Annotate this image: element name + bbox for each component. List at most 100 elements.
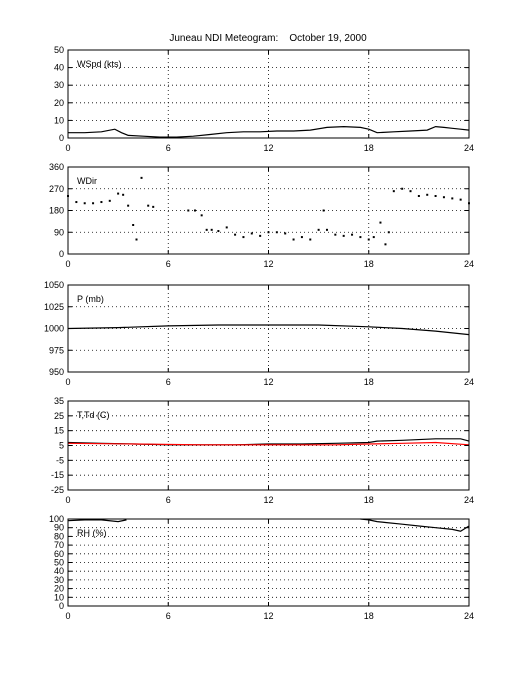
y-tick-label: 1000 (44, 324, 64, 334)
data-point (250, 232, 253, 235)
data-point (100, 201, 103, 204)
y-tick-label: 50 (54, 45, 64, 55)
x-tick-label: 12 (263, 143, 273, 153)
x-tick-label: 24 (464, 259, 474, 269)
data-point (292, 238, 295, 241)
y-tick-label: 35 (54, 396, 64, 406)
y-tick-label: 90 (54, 523, 64, 533)
data-point (417, 195, 420, 197)
x-tick-label: 18 (364, 495, 374, 505)
series-line-1 (68, 125, 470, 138)
data-point (309, 238, 312, 241)
x-tick-label: 0 (65, 377, 70, 387)
data-point (267, 231, 270, 234)
x-tick-label: 0 (65, 143, 70, 153)
x-tick-label: 18 (364, 377, 374, 387)
data-point (140, 176, 143, 179)
data-point (193, 209, 196, 212)
series-line-2 (360, 518, 470, 532)
data-point (259, 234, 262, 237)
y-tick-label: 0 (59, 249, 64, 259)
y-tick-label: 180 (49, 206, 64, 216)
y-tick-label: 0 (59, 601, 64, 611)
panel-3: 0 6 12 18 24 950 975 1000 1025 1050 P (mb) (44, 280, 474, 387)
data-point (284, 232, 287, 235)
y-tick-label: 270 (49, 184, 64, 194)
data-point (242, 236, 245, 239)
panel-label: WDir (77, 176, 97, 186)
panel-label: RH (%) (77, 528, 107, 538)
data-point (275, 231, 278, 234)
data-point (234, 233, 237, 236)
x-tick-label: 12 (263, 259, 273, 269)
x-tick-label: 6 (166, 143, 171, 153)
data-point (392, 190, 395, 193)
x-tick-label: 18 (364, 143, 374, 153)
data-point (217, 230, 220, 233)
series-line-2 (67, 441, 470, 446)
y-tick-label: 30 (54, 80, 64, 90)
data-point (83, 202, 86, 205)
x-tick-label: 24 (464, 611, 474, 621)
x-tick-label: 12 (263, 495, 273, 505)
data-point (127, 204, 130, 207)
y-tick-label: 5 (59, 441, 64, 451)
data-point (387, 231, 390, 234)
y-tick-label: 0 (59, 133, 64, 143)
data-point (75, 201, 78, 204)
y-tick-label: 1025 (44, 302, 64, 312)
x-tick-label: 0 (65, 611, 70, 621)
y-tick-label: 30 (54, 575, 64, 585)
panel-label: WSpd (kts) (77, 59, 122, 69)
panel-2: 0 6 12 18 24 0 90 180 270 360 WDir (49, 162, 474, 269)
data-point (451, 197, 454, 200)
x-tick-label: 18 (364, 611, 374, 621)
panel-4: 0 6 12 18 24 -25 -15 -5 5 15 25 35 T,Td (C) (51, 396, 474, 505)
y-tick-label: 90 (54, 227, 64, 237)
data-point (200, 214, 203, 217)
x-tick-label: 6 (166, 377, 171, 387)
x-tick-label: 6 (166, 495, 171, 505)
data-point (132, 224, 135, 226)
data-point (426, 193, 429, 196)
x-tick-label: 12 (263, 611, 273, 621)
data-point (367, 238, 370, 241)
y-tick-label: 950 (49, 367, 64, 377)
y-tick-label: -25 (51, 485, 64, 495)
y-tick-label: -5 (56, 455, 64, 465)
y-tick-label: 10 (54, 115, 64, 125)
y-tick-label: 80 (54, 531, 64, 541)
x-tick-label: 24 (464, 495, 474, 505)
x-tick-label: 12 (263, 377, 273, 387)
x-tick-label: 6 (166, 611, 171, 621)
y-tick-label: 20 (54, 584, 64, 594)
y-tick-label: 20 (54, 98, 64, 108)
data-point (342, 234, 345, 237)
y-tick-label: 50 (54, 558, 64, 568)
panel-1: 0 6 12 18 24 0 10 20 30 40 50 WSpd (kts) (54, 45, 474, 153)
y-tick-label: 975 (49, 345, 64, 355)
data-point (317, 228, 320, 231)
data-point (325, 228, 328, 231)
data-point (117, 192, 120, 195)
y-tick-label: 15 (54, 426, 64, 436)
data-point (334, 233, 337, 236)
y-tick-label: -15 (51, 470, 64, 480)
data-point (147, 204, 150, 207)
y-tick-label: 40 (54, 63, 64, 73)
y-tick-label: 1050 (44, 280, 64, 290)
data-point (135, 238, 138, 241)
data-point (152, 205, 155, 208)
y-tick-label: 40 (54, 566, 64, 576)
x-tick-label: 18 (364, 259, 374, 269)
data-point (379, 221, 382, 224)
y-tick-label: 70 (54, 540, 64, 550)
data-point (434, 195, 437, 197)
data-point (210, 228, 213, 231)
data-point (401, 187, 404, 190)
x-tick-label: 24 (464, 143, 474, 153)
x-tick-label: 24 (464, 377, 474, 387)
